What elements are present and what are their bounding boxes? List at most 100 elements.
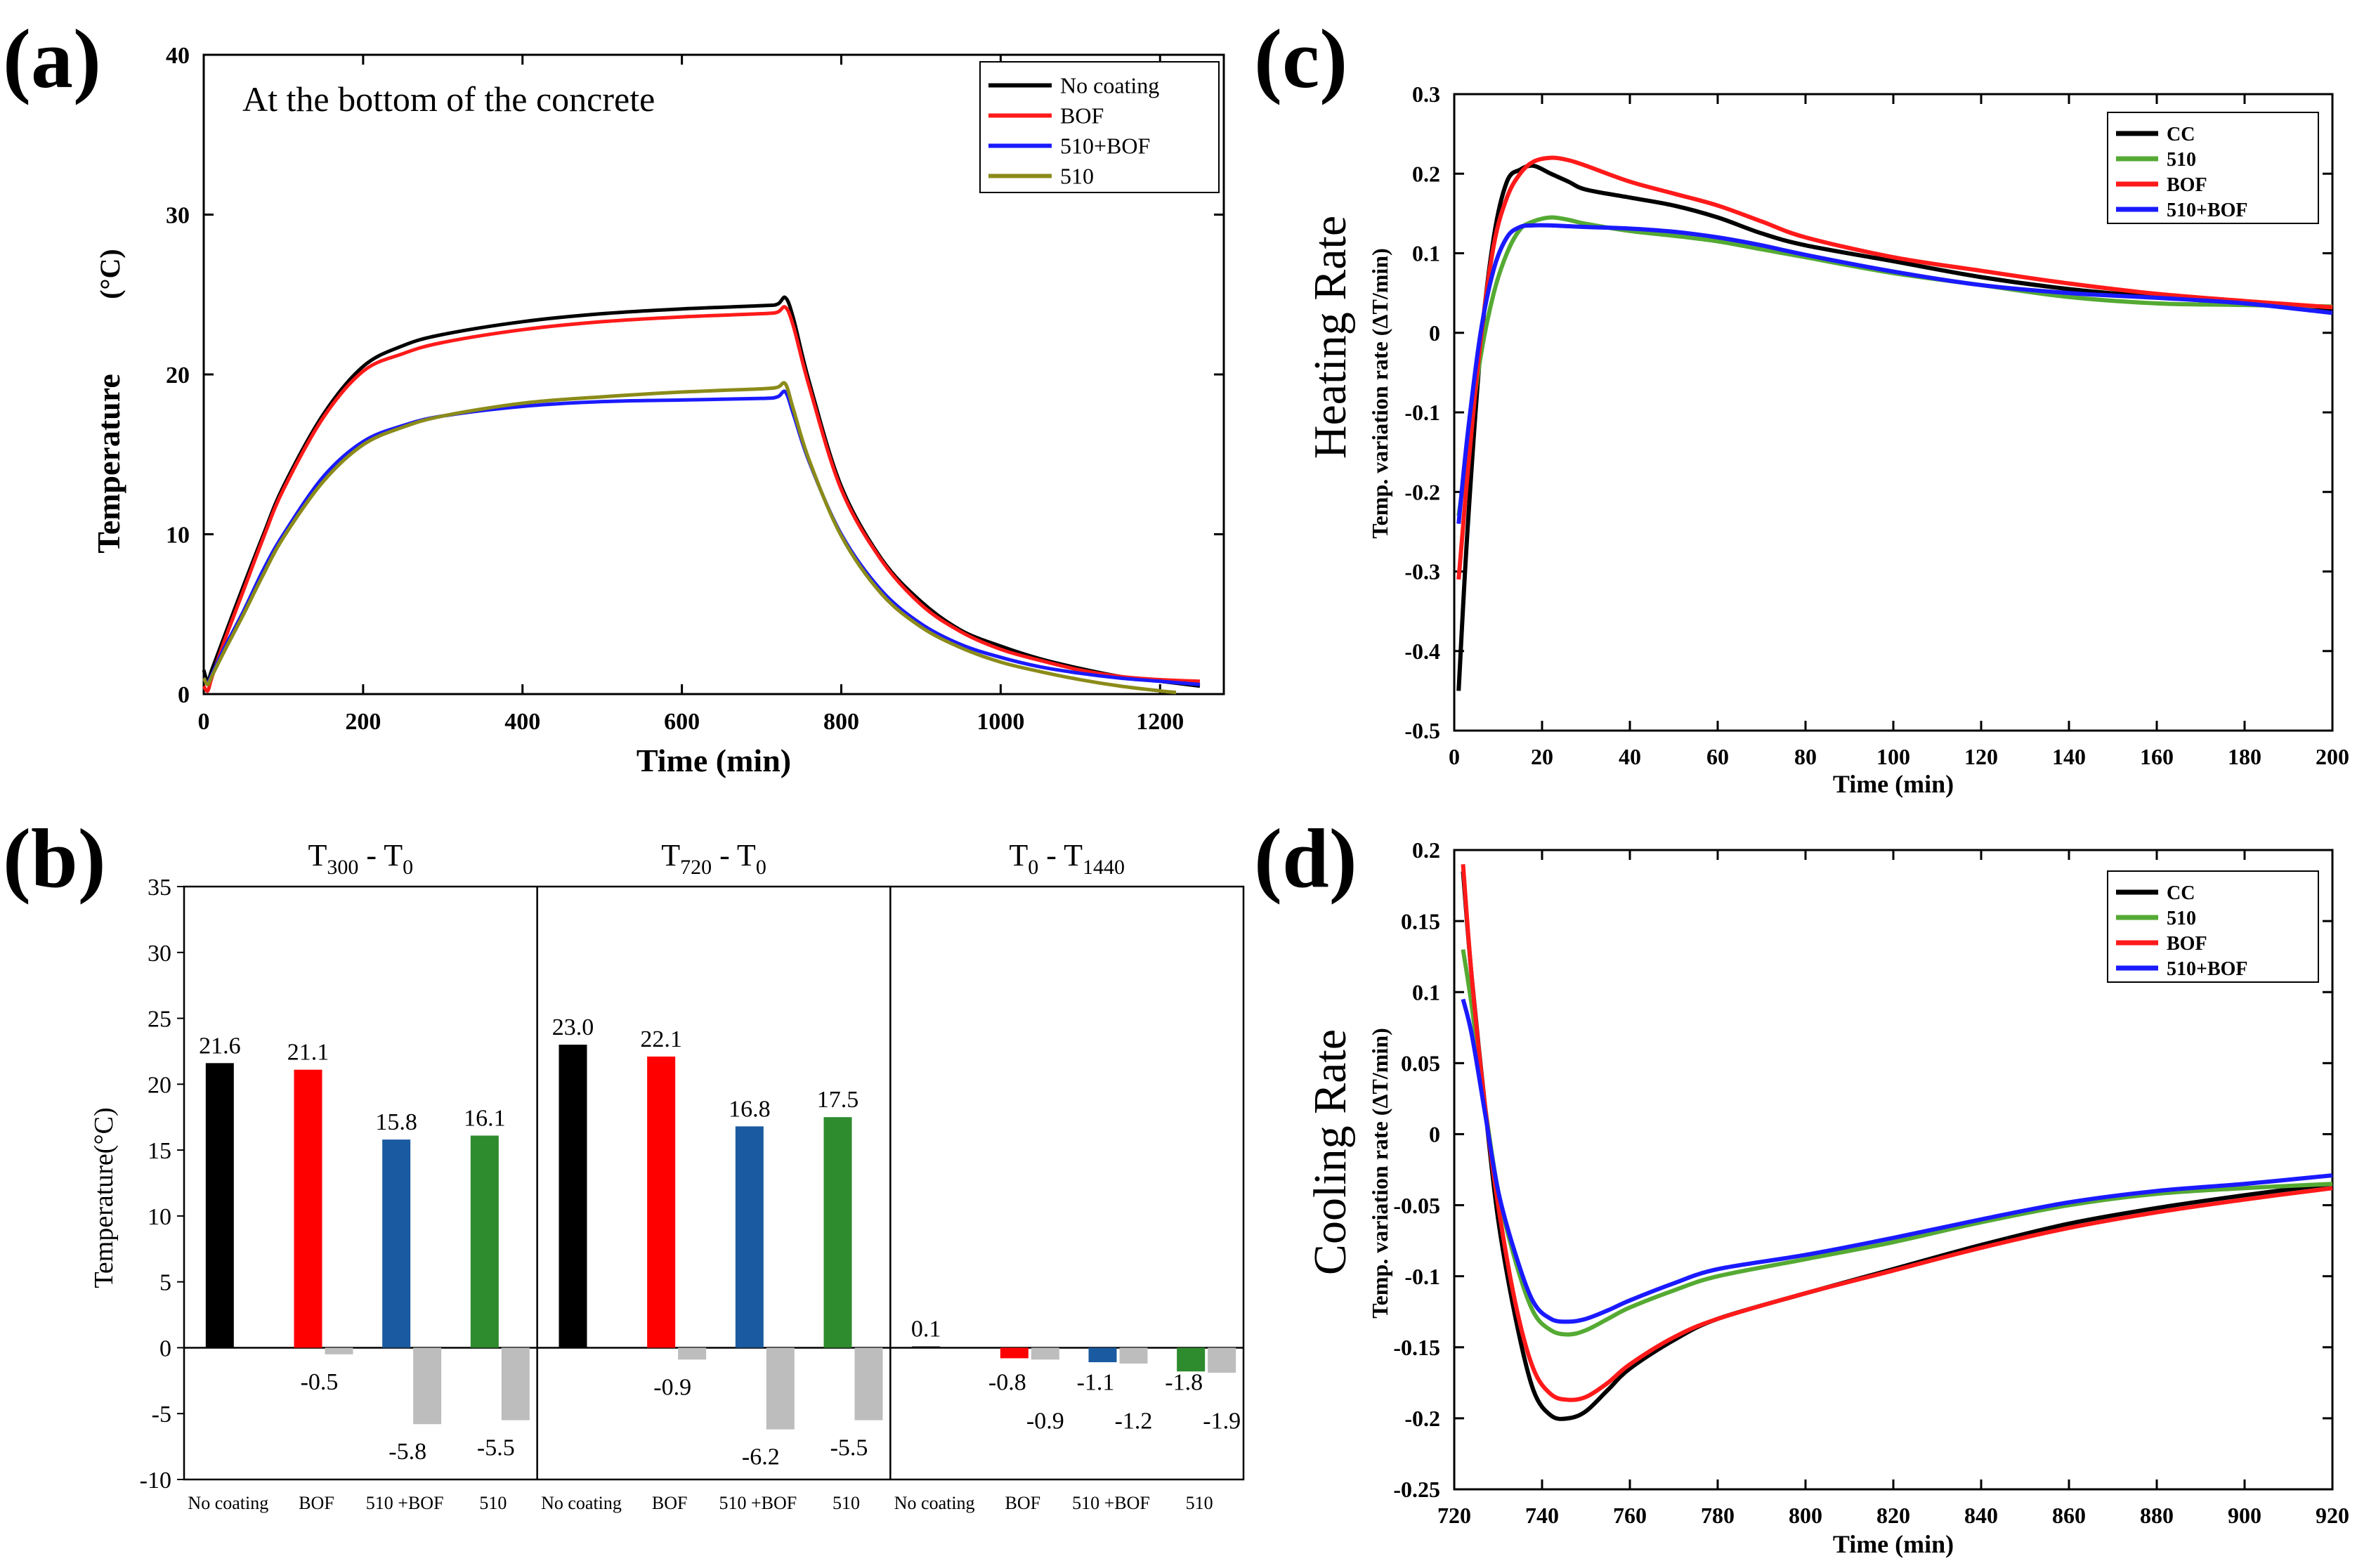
group-title-part: T [308, 838, 327, 873]
y-tick-label: -0.15 [1393, 1335, 1440, 1360]
panel-c-label: (c) [1254, 12, 1347, 105]
x-tick-label: 40 [1619, 744, 1641, 769]
category-label: 510 +BOF [719, 1493, 797, 1513]
bar-gray [766, 1347, 795, 1430]
x-tick-label: 780 [1701, 1503, 1735, 1528]
legend-box [2107, 870, 2319, 983]
bar-gray [413, 1347, 442, 1425]
bar-value-label: 22.1 [640, 1026, 682, 1052]
bar-colored [647, 1056, 676, 1348]
group-title-subscript: 720 [680, 856, 712, 879]
bar-gray-value-label: -5.8 [389, 1439, 426, 1465]
legend-label: CC [2167, 124, 2195, 145]
series-line-510 [1456, 215, 2333, 516]
x-tick-label: 0 [1449, 744, 1460, 769]
legend-label: 510+BOF [2167, 958, 2248, 980]
panel-d-chart: 720 740 760 780 800 820 840 860 880 900 920 -0.25 -0… [1305, 837, 2349, 1558]
legend-label: 510+BOF [2167, 200, 2248, 221]
x-axis-label: Time (min) [1833, 770, 1954, 798]
bar-gray [678, 1347, 707, 1360]
category-label: 510 +BOF [366, 1493, 444, 1513]
y-tick-label: 0 [1429, 320, 1440, 346]
x-tick-label: 840 [1964, 1503, 1998, 1528]
y-tick-label: -0.2 [1404, 1406, 1440, 1431]
group-title: T720 - T0 [661, 838, 766, 879]
x-tick-label: 860 [2052, 1503, 2086, 1528]
y-tick-label: 20 [148, 1072, 171, 1098]
category-label: 510 +BOF [1072, 1493, 1150, 1513]
y-axis-main-label: Heating Rate [1305, 216, 1356, 459]
bar-value-label: 0.1 [911, 1317, 941, 1342]
y-tick-label: 0 [1429, 1122, 1440, 1147]
x-tick-label: 20 [1531, 744, 1553, 769]
x-tick-label: 200 [345, 709, 381, 735]
x-tick-label: 180 [2228, 744, 2261, 769]
x-tick-label: 200 [2316, 744, 2349, 769]
x-tick-label: 600 [664, 709, 700, 735]
y-tick-label: 35 [148, 875, 171, 901]
bar-colored [382, 1139, 411, 1348]
bar-gray-value-label: -0.9 [653, 1374, 691, 1400]
x-axis-label: Time (min) [1833, 1530, 1954, 1558]
series-line-510-bof [1461, 998, 2333, 1324]
bar-colored [735, 1126, 764, 1348]
y-tick-label: 20 [166, 362, 190, 388]
bar-colored [1177, 1347, 1206, 1372]
y-tick-label: 0.1 [1412, 979, 1440, 1005]
legend-label: BOF [1060, 103, 1104, 129]
panel-d-label: (d) [1254, 811, 1357, 905]
legend-label: 510 [2167, 908, 2196, 929]
group-title-part: - T [358, 838, 403, 873]
series-line-510-bof [1456, 223, 2333, 524]
y-tick-label: 30 [166, 202, 190, 228]
panel-b-label: (b) [3, 811, 106, 905]
bar-value-label: -0.8 [988, 1369, 1026, 1395]
y-axis-sub-label: Temp. variation rate (ΔT/min) [1367, 1028, 1392, 1319]
y-axis-sub-label: Temp. variation rate (ΔT/min) [1367, 248, 1392, 539]
bar-colored [823, 1117, 852, 1348]
bar-gray [325, 1347, 353, 1354]
series-line-bof [202, 305, 1201, 693]
bar-value-label: 16.1 [464, 1105, 506, 1131]
panel-a-chart: 0 200 400 600 800 1000 1200 0 10 20 30 40 No coating… [91, 43, 1225, 778]
y-tick-label: 15 [148, 1138, 171, 1164]
bar-gray [1119, 1347, 1148, 1364]
bar-gray-value-label: -1.9 [1203, 1408, 1241, 1434]
x-tick-label: 900 [2228, 1503, 2261, 1528]
y-tick-label: 0.15 [1401, 908, 1440, 934]
group-title-part: - T [712, 838, 756, 873]
legend-label: BOF [2167, 174, 2207, 196]
x-tick-label: 120 [1964, 744, 1998, 769]
y-tick-label: 40 [166, 43, 190, 69]
category-label: 510 [833, 1493, 860, 1513]
group-title-subscript: 0 [403, 856, 413, 879]
legend-box [2107, 112, 2319, 224]
bar-colored [1000, 1347, 1029, 1359]
x-tick-label: 1200 [1136, 709, 1184, 735]
bar-colored [205, 1063, 234, 1348]
panel-c-chart: 0 20 40 60 80 100 120 140 160 180 200 -0.5 -0.4 -0.3 -… [1305, 81, 2349, 798]
legend-label: CC [2167, 882, 2195, 904]
bar-value-label: -1.1 [1077, 1369, 1115, 1395]
panel-a-label: (a) [3, 12, 101, 105]
y-tick-label: -5 [152, 1402, 171, 1427]
x-tick-label: 100 [1876, 744, 1910, 769]
bar-value-label: 15.8 [375, 1109, 417, 1135]
y-tick-label: 10 [148, 1204, 171, 1230]
bar-colored [912, 1346, 941, 1348]
bar-value-label: 17.5 [817, 1087, 859, 1113]
y-tick-label: 0.2 [1412, 837, 1440, 863]
bar-colored [294, 1069, 322, 1348]
y-tick-label: 0 [178, 682, 190, 708]
bar-gray [501, 1347, 530, 1420]
series-line-510 [202, 381, 1177, 695]
legend-label: 510 [2167, 149, 2196, 171]
legend-label: No coating [1060, 73, 1159, 98]
bar-gray-value-label: -0.9 [1026, 1408, 1064, 1434]
category-label: BOF [299, 1493, 334, 1513]
y-tick-label: 10 [166, 522, 190, 548]
x-axis-label: Time (min) [636, 743, 791, 778]
y-tick-label: -0.25 [1393, 1477, 1440, 1502]
series-line-510-bof [202, 389, 1201, 686]
